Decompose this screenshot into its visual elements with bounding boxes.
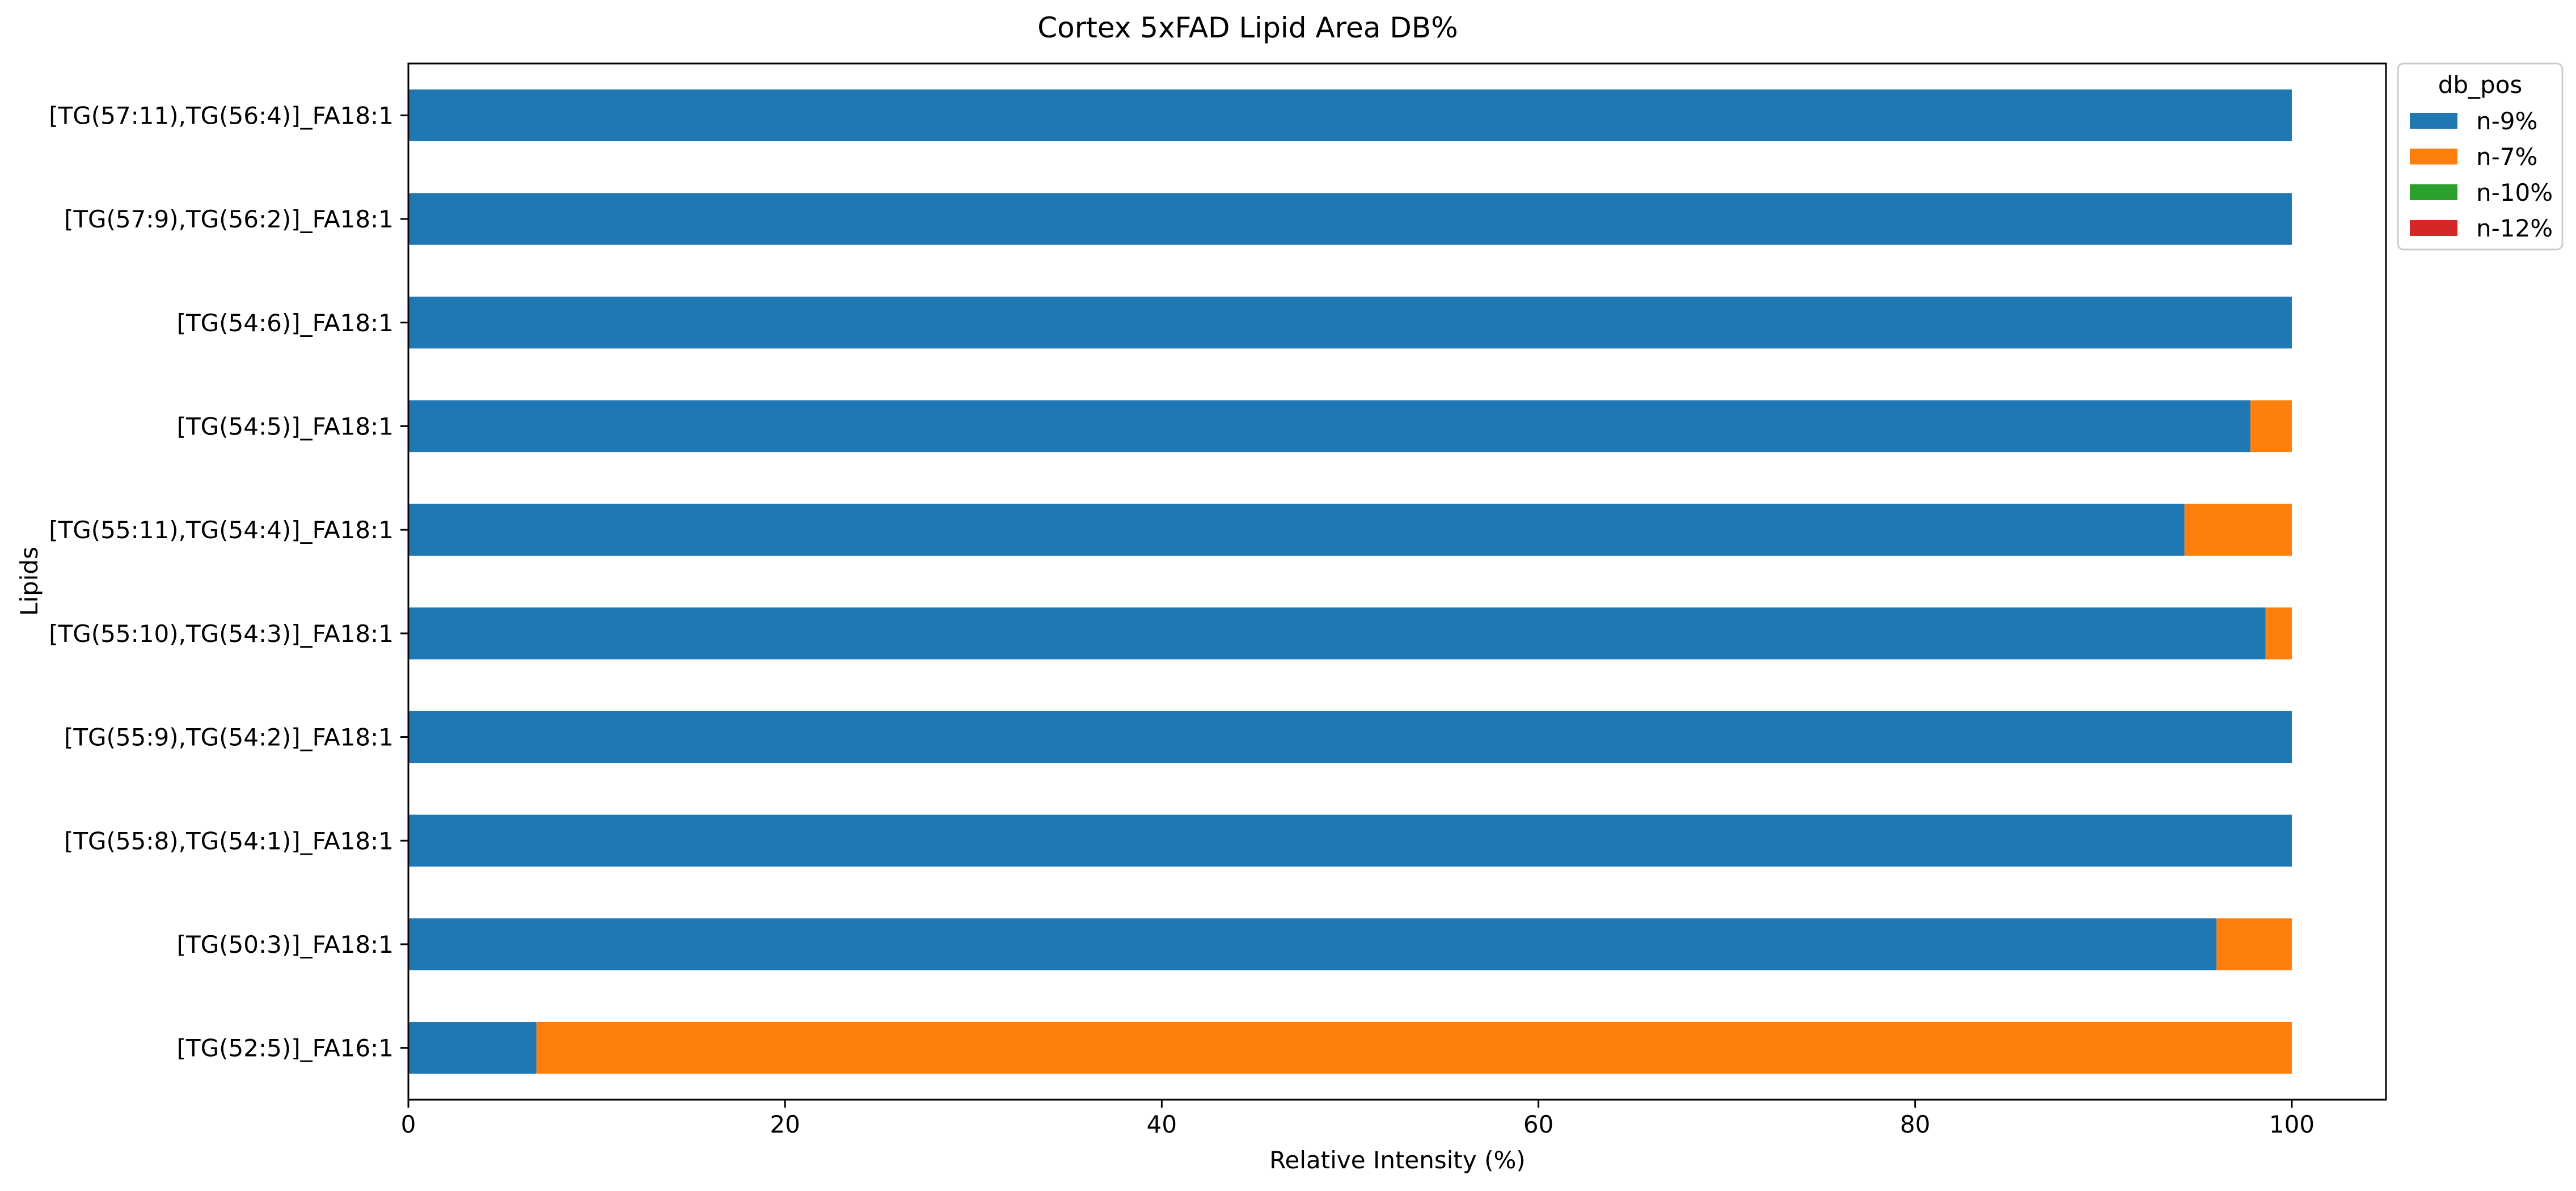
bar-segment-8-1 [2216,918,2292,970]
bar-segment-6-0 [408,711,2292,763]
y-tick-label: [TG(55:11),TG(54:4)]_FA18:1 [49,516,394,544]
legend-frame [2397,62,2564,251]
legend-swatch [2410,220,2457,236]
legend-label: n-9% [2476,107,2537,135]
bar-segment-7-0 [408,814,2292,867]
y-tick-label: [TG(54:6)]_FA18:1 [177,309,394,337]
y-axis-title: Lipids [15,547,43,616]
x-axis-title: Relative Intensity (%) [1269,1146,1526,1174]
legend-label: n-10% [2476,179,2553,206]
bar-segment-1-0 [408,193,2292,245]
bar-segment-3-1 [2250,400,2292,453]
bar-segment-5-0 [408,607,2266,660]
legend-items: n-9% n-7% n-10% n-12% [2410,107,2553,242]
bars-layer [408,89,2292,1074]
legend: db_pos n-9% n-7% n-10% n-12% [2397,62,2564,251]
legend-swatch [2410,184,2457,200]
chart-title: Cortex 5xFAD Lipid Area DB% [1037,11,1458,44]
x-tick-label: 60 [1523,1110,1553,1138]
bar-segment-8-0 [408,918,2217,970]
bar-segment-2-0 [408,297,2292,349]
x-tick-label: 100 [2269,1110,2315,1138]
legend-swatch [2410,149,2457,164]
bar-segment-5-1 [2265,607,2292,660]
bar-segment-4-0 [408,504,2185,556]
bar-segment-0-0 [408,89,2292,142]
y-tick-label: [TG(57:9),TG(56:2)]_FA18:1 [64,205,394,233]
plot-frame [407,62,2387,1101]
y-tick-label: [TG(55:10),TG(54:3)]_FA18:1 [49,620,394,648]
x-tick-label: 40 [1147,1110,1177,1138]
y-tick-label: [TG(52:5)]_FA16:1 [177,1034,394,1062]
legend-label: n-12% [2476,214,2553,242]
x-tick-label: 0 [401,1110,416,1138]
x-axis: 0 20 40 60 80 100 [401,1100,2315,1138]
y-tick-label: [TG(54:5)]_FA18:1 [177,412,394,440]
legend-title: db_pos [2438,71,2523,99]
legend-label: n-7% [2476,143,2537,171]
y-tick-label: [TG(55:9),TG(54:2)]_FA18:1 [64,724,394,751]
bar-segment-4-1 [2184,504,2292,556]
y-tick-label: [TG(50:3)]_FA18:1 [177,931,394,958]
x-tick-label: 80 [1900,1110,1930,1138]
legend-swatch [2410,113,2457,129]
x-tick-label: 20 [770,1110,800,1138]
y-tick-label: [TG(57:11),TG(56:4)]_FA18:1 [49,102,394,129]
bar-segment-3-0 [408,400,2250,453]
y-tick-label: [TG(55:8),TG(54:1)]_FA18:1 [64,827,394,855]
y-axis: [TG(57:11),TG(56:4)]_FA18:1 [TG(57:9),TG(… [49,102,408,1062]
bar-segment-9-1 [536,1021,2292,1074]
bar-segment-9-0 [408,1021,537,1074]
